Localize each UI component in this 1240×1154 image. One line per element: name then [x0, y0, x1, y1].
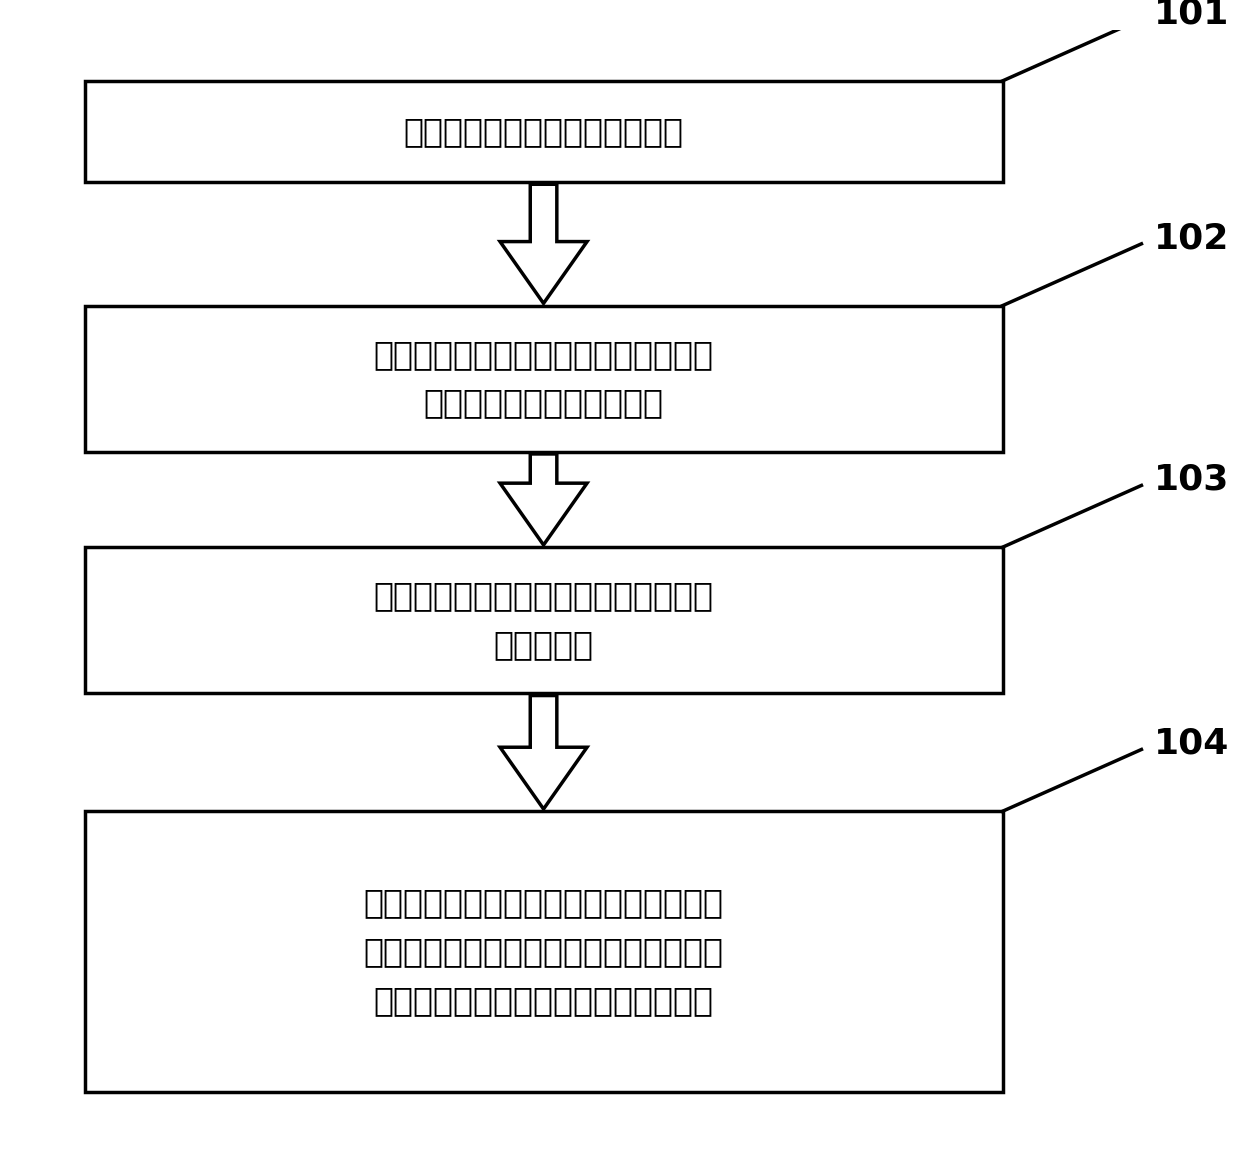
Polygon shape: [500, 185, 587, 304]
Text: 若经分析确定所述有效连通体和候选连通
体可连接，则执行对应的连接操作，以实
现对所述预测输出图像的分割断裂修复: 若经分析确定所述有效连通体和候选连通 体可连接，则执行对应的连接操作，以实 现对…: [363, 886, 724, 1017]
Text: 对所述有效连通体和候选连通体进行可
连接性分析: 对所述有效连通体和候选连通体进行可 连接性分析: [373, 579, 713, 661]
Polygon shape: [500, 696, 587, 809]
Text: 102: 102: [1153, 222, 1229, 255]
Bar: [84, 81, 1002, 182]
Text: 对所述预测输出图像进行分割选取，得
到有效连通体和候选连通体: 对所述预测输出图像进行分割选取，得 到有效连通体和候选连通体: [373, 338, 713, 419]
Text: 103: 103: [1153, 463, 1229, 497]
Bar: [84, 547, 1002, 694]
Polygon shape: [500, 454, 587, 545]
Bar: [84, 811, 1002, 1092]
Text: 101: 101: [1153, 0, 1229, 30]
Text: 104: 104: [1153, 727, 1229, 760]
Bar: [84, 306, 1002, 451]
Text: 获取冠脉分割体的预测输出图像: 获取冠脉分割体的预测输出图像: [403, 115, 683, 148]
